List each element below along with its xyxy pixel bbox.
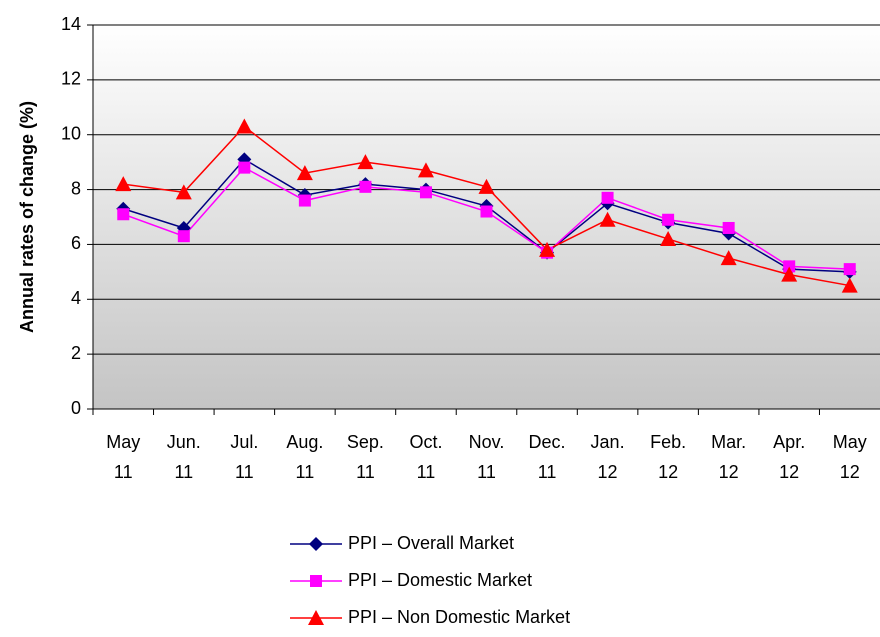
marker	[478, 178, 495, 194]
marker	[298, 194, 311, 207]
legend-marker	[308, 610, 324, 625]
x-tick-label: May 11	[106, 432, 141, 482]
marker	[419, 186, 432, 199]
legend-marker	[309, 537, 323, 551]
marker	[722, 221, 735, 234]
y-tick-label: 2	[71, 343, 81, 363]
x-tick-label: May 12	[832, 432, 867, 482]
marker	[781, 266, 798, 282]
marker	[177, 230, 190, 243]
marker	[720, 250, 737, 266]
marker	[296, 165, 313, 181]
marker	[480, 205, 493, 218]
marker	[417, 162, 434, 178]
x-tick-label: Sep. 11	[346, 432, 384, 482]
x-tick-label: Dec. 11	[528, 432, 566, 482]
x-tick-label: Jun. 11	[166, 432, 201, 482]
y-tick-label: 6	[71, 233, 81, 253]
legend-label: PPI – Non Domestic Market	[348, 607, 570, 627]
x-tick-label: Mar. 12	[711, 432, 747, 482]
y-tick-label: 8	[71, 178, 81, 198]
marker	[175, 184, 192, 200]
marker	[841, 277, 858, 293]
marker	[236, 118, 253, 134]
x-tick-label: Apr. 12	[773, 432, 806, 482]
marker	[599, 211, 616, 227]
x-tick-label: Aug. 11	[286, 432, 324, 482]
y-tick-label: 14	[61, 14, 81, 34]
marker	[357, 154, 374, 170]
marker	[783, 260, 796, 273]
legend-label: PPI – Domestic Market	[348, 570, 532, 590]
marker	[117, 208, 130, 221]
x-tick-label: Feb. 12	[650, 432, 687, 482]
marker	[601, 191, 614, 204]
y-tick-label: 12	[61, 69, 81, 89]
x-tick-label: Oct. 11	[409, 432, 443, 482]
marker	[843, 263, 856, 276]
marker	[359, 180, 372, 193]
y-tick-label: 0	[71, 398, 81, 418]
x-tick-label: Jul. 11	[230, 432, 259, 482]
y-tick-label: 4	[71, 288, 81, 308]
legend-marker	[310, 575, 322, 587]
marker	[539, 241, 556, 257]
y-tick-label: 10	[61, 123, 81, 143]
y-axis-label: Annual rates of change (%)	[17, 101, 37, 333]
x-tick-label: Jan. 12	[590, 432, 625, 482]
marker	[238, 161, 251, 174]
x-tick-label: Nov. 11	[468, 432, 505, 482]
marker	[115, 176, 132, 192]
marker	[662, 213, 675, 226]
legend-label: PPI – Overall Market	[348, 533, 514, 553]
marker	[660, 230, 677, 246]
